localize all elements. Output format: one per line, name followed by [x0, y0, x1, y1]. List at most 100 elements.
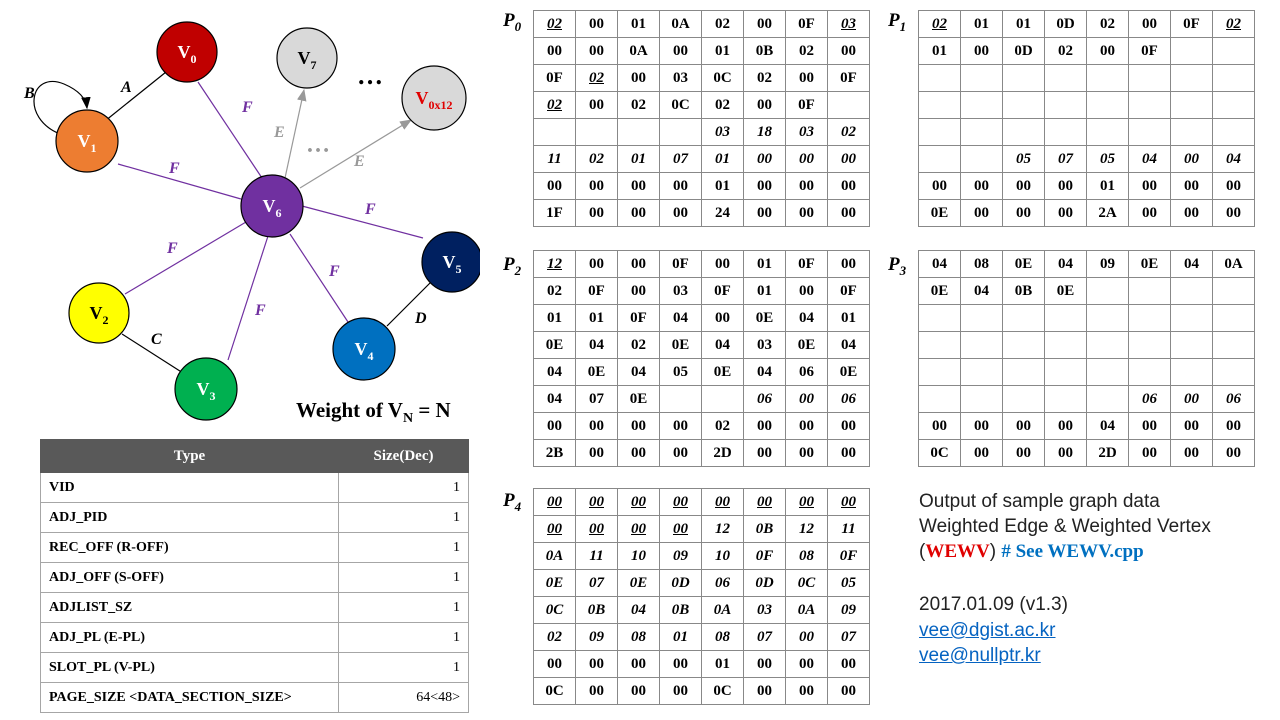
page-cell: 24: [701, 199, 744, 227]
page-cell: 06: [743, 385, 786, 413]
page-cell: 03: [701, 118, 744, 146]
page-cell: [1170, 91, 1213, 119]
page-cell: 00: [617, 250, 660, 278]
page-row: 05 07 05 04 00 04: [918, 145, 1255, 173]
page-cell: [1170, 331, 1213, 359]
page-cell: 0E: [1128, 250, 1171, 278]
page-cell: 00: [575, 488, 618, 516]
email-link-nullptr[interactable]: vee@nullptr.kr: [919, 645, 1041, 666]
size-cell: 64<48>: [338, 682, 469, 713]
page-cell: [1212, 277, 1255, 305]
page-cell: 00: [1212, 199, 1255, 227]
size-cell: 1: [338, 622, 469, 653]
page-cell: 2A: [1086, 199, 1129, 227]
page-cell: [533, 118, 576, 146]
page-cell: [960, 145, 1003, 173]
page-cell: 01: [617, 145, 660, 173]
type-size-table: Type Size(Dec) VID 1 ADJ_PID 1 REC_OFF (R-OF…: [40, 439, 469, 713]
page-cell: 0A: [701, 596, 744, 624]
email-link-dgist[interactable]: vee@dgist.ac.kr: [919, 620, 1056, 641]
edge-v6-v3: [227, 235, 269, 361]
page-cell: 09: [1086, 250, 1129, 278]
vertex-label: V2: [90, 303, 109, 327]
edge-v6-v0: [197, 81, 263, 179]
page-cell: 00: [1002, 172, 1045, 200]
page-cell: 0C: [701, 677, 744, 705]
page-cell: 00: [827, 172, 870, 200]
size-cell: 1: [338, 592, 469, 623]
page-cell: 00: [785, 650, 828, 678]
page-cell: [1170, 358, 1213, 386]
page-cell: 0E: [575, 358, 618, 386]
page-cell: 00: [1170, 439, 1213, 467]
page-cell: 0E: [533, 331, 576, 359]
page-cell: 00: [575, 250, 618, 278]
graph-edges: [33, 71, 432, 374]
size-header: Size(Dec): [338, 439, 469, 473]
page-cell: [1086, 64, 1129, 92]
page-cell: 00: [1128, 412, 1171, 440]
page-cell: [918, 145, 961, 173]
page-grid-p4: 00 00 00 00 00 00 00 00 00 00 00 00 12 0B 12 11 0A 11 10 09…: [533, 488, 870, 705]
page-cell: 0A: [617, 37, 660, 65]
page-cell: 0C: [785, 569, 828, 597]
page-cell: 01: [1002, 10, 1045, 38]
page-cell: 0F: [575, 277, 618, 305]
page-row: 0F 02 00 03 0C 02 00 0F: [533, 64, 870, 92]
page-cell: [1212, 304, 1255, 332]
page-cell: 00: [1044, 412, 1087, 440]
page-cell: 00: [1212, 172, 1255, 200]
graph-vertices: V0 V7 V0x12 V1 V6 V5 V2 V4 V3: [55, 21, 480, 421]
type-cell: SLOT_PL (V-PL): [40, 652, 339, 683]
type-table-row: PAGE_SIZE <DATA_SECTION_SIZE> 64<48>: [40, 682, 469, 713]
page-cell: [1002, 331, 1045, 359]
page-row: 00 00 00 00 04 00 00 00: [918, 412, 1255, 440]
page-cell: 00: [1170, 172, 1213, 200]
page-row: 00 00 00 00 01 00 00 00: [533, 650, 870, 678]
page-cell: [918, 91, 961, 119]
page-cell: [1002, 118, 1045, 146]
page-cell: [1086, 331, 1129, 359]
page-row: 00 00 00 00 02 00 00 00: [533, 412, 870, 440]
page-cell: 0F: [743, 542, 786, 570]
page-label-p4: P4: [503, 490, 522, 514]
page-cell: [960, 358, 1003, 386]
page-cell: 02: [575, 64, 618, 92]
page-cell: 00: [785, 385, 828, 413]
vertex-circle: [55, 109, 119, 173]
page-cell: 00: [575, 10, 618, 38]
type-table-row: ADJLIST_SZ 1: [40, 592, 469, 623]
page-row: 02 00 02 0C 02 00 0F: [533, 91, 870, 119]
page-cell: [1170, 277, 1213, 305]
page-cell: [1044, 385, 1087, 413]
weight-caption-sub: N: [402, 411, 414, 427]
ellipsis-mid: …: [306, 132, 330, 158]
page-row: 02 09 08 01 08 07 00 07: [533, 623, 870, 651]
page-cell: 00: [659, 515, 702, 543]
page-row: 0E 04 02 0E 04 03 0E 04: [533, 331, 870, 359]
page-cell: 00: [617, 277, 660, 305]
page-row: 1F 00 00 00 24 00 00 00: [533, 199, 870, 227]
page-cell: 00: [1128, 172, 1171, 200]
self-loop-v1: [33, 81, 91, 135]
page-cell: 02: [701, 10, 744, 38]
page-row: 04 0E 04 05 0E 04 06 0E: [533, 358, 870, 386]
edge-label-e-v7: E: [273, 124, 285, 141]
page-cell: 00: [827, 488, 870, 516]
page-cell: 00: [960, 37, 1003, 65]
page-cell: 01: [575, 304, 618, 332]
page-cell: 04: [918, 250, 961, 278]
page-cell: 02: [533, 277, 576, 305]
page-cell: 00: [533, 488, 576, 516]
page-label-p2: P2: [503, 254, 522, 278]
page-cell: 05: [659, 358, 702, 386]
info-line-3: (WEWV) # See WEWV.cpp: [919, 541, 1144, 562]
page-cell: 0D: [1044, 10, 1087, 38]
page-cell: 00: [1002, 439, 1045, 467]
page-cell: 1F: [533, 199, 576, 227]
page-cell: 0E: [617, 569, 660, 597]
page-cell: [960, 118, 1003, 146]
info-date: 2017.01.09 (v1.3): [919, 594, 1068, 615]
page-cell: 01: [701, 37, 744, 65]
edge-v6-v5: [301, 205, 424, 239]
